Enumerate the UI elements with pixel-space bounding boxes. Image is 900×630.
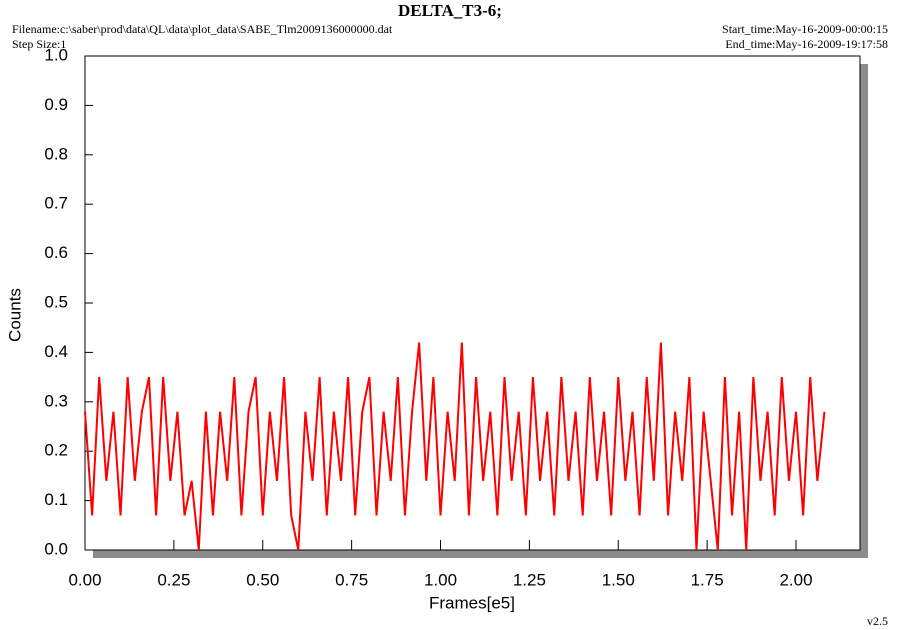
- chart-title: DELTA_T3-6;: [398, 1, 502, 20]
- x-tick-label: 2.00: [779, 570, 812, 589]
- y-tick-label: 0.8: [44, 144, 68, 163]
- y-tick-label: 1.0: [44, 45, 68, 64]
- y-tick-label: 0.7: [44, 194, 68, 213]
- filename: Filename:c:\saber\prod\data\QL\data\plot…: [12, 22, 393, 36]
- end-time: End_time:May-16-2009-19:17:58: [725, 37, 888, 51]
- y-tick-label: 0.4: [44, 342, 68, 361]
- x-tick-label: 0.25: [157, 570, 190, 589]
- x-tick-label: 0.00: [68, 570, 101, 589]
- x-tick-label: 1.75: [691, 570, 724, 589]
- x-tick-label: 0.75: [335, 570, 368, 589]
- y-axis-label: Counts: [5, 288, 24, 342]
- x-tick-label: 0.50: [246, 570, 279, 589]
- x-tick-label: 1.00: [424, 570, 457, 589]
- plot-area: [84, 55, 861, 551]
- y-tick-label: 0.0: [44, 539, 68, 558]
- x-tick-label: 1.50: [602, 570, 635, 589]
- start-time: Start_time:May-16-2009-00:00:15: [722, 22, 888, 36]
- step-size: Step Size:1: [12, 37, 66, 51]
- y-tick-label: 0.9: [44, 95, 68, 114]
- y-tick-label: 0.3: [44, 391, 68, 410]
- y-tick-label: 0.1: [44, 490, 68, 509]
- x-axis-label: Frames[e5]: [429, 593, 515, 612]
- y-tick-label: 0.5: [44, 292, 68, 311]
- y-tick-label: 0.2: [44, 441, 68, 460]
- data-line: [84, 342, 826, 551]
- x-tick-label: 1.25: [513, 570, 546, 589]
- version: v2.5: [867, 614, 888, 628]
- y-tick-label: 0.6: [44, 243, 68, 262]
